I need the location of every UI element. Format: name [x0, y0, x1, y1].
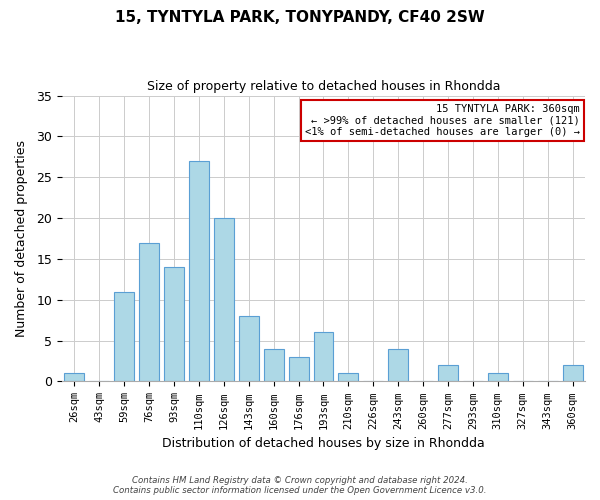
- Bar: [488, 374, 508, 382]
- Bar: [189, 161, 209, 382]
- Bar: [214, 218, 234, 382]
- Text: 15, TYNTYLA PARK, TONYPANDY, CF40 2SW: 15, TYNTYLA PARK, TONYPANDY, CF40 2SW: [115, 10, 485, 25]
- Bar: [64, 374, 85, 382]
- Title: Size of property relative to detached houses in Rhondda: Size of property relative to detached ho…: [147, 80, 500, 93]
- X-axis label: Distribution of detached houses by size in Rhondda: Distribution of detached houses by size …: [162, 437, 485, 450]
- Bar: [563, 365, 583, 382]
- Bar: [263, 349, 284, 382]
- Bar: [438, 365, 458, 382]
- Bar: [388, 349, 408, 382]
- Text: Contains HM Land Registry data © Crown copyright and database right 2024.
Contai: Contains HM Land Registry data © Crown c…: [113, 476, 487, 495]
- Bar: [314, 332, 334, 382]
- Bar: [338, 374, 358, 382]
- Bar: [114, 292, 134, 382]
- Bar: [289, 357, 308, 382]
- Bar: [139, 242, 159, 382]
- Bar: [164, 267, 184, 382]
- Bar: [239, 316, 259, 382]
- Y-axis label: Number of detached properties: Number of detached properties: [15, 140, 28, 337]
- Text: 15 TYNTYLA PARK: 360sqm
← >99% of detached houses are smaller (121)
<1% of semi-: 15 TYNTYLA PARK: 360sqm ← >99% of detach…: [305, 104, 580, 138]
